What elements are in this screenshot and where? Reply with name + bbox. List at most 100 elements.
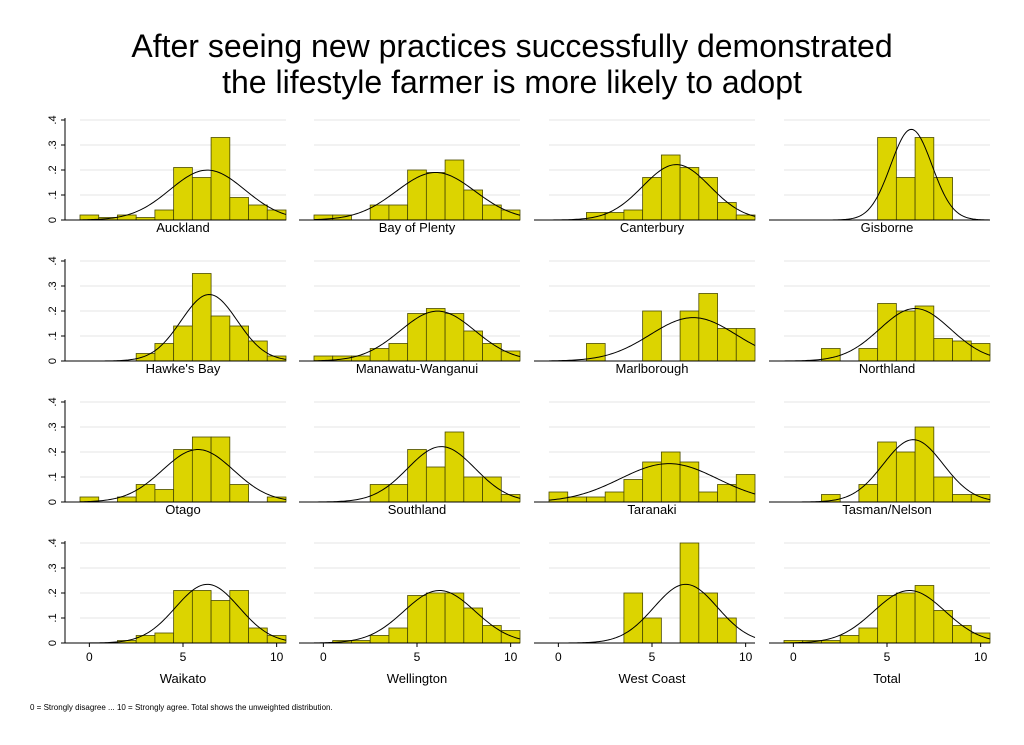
- x-tick-label: 5: [649, 650, 656, 664]
- histogram-bar: [482, 476, 502, 503]
- panel-label: Taranaki: [627, 502, 676, 517]
- x-tick-label: 0: [86, 650, 93, 664]
- histogram-bar: [463, 607, 483, 644]
- histogram-bar: [698, 592, 718, 644]
- histogram-panel: 0 5 10 Wellington: [299, 542, 521, 686]
- panel-label: Canterbury: [620, 220, 685, 235]
- histogram-bar: [914, 305, 935, 362]
- histogram-bar: [482, 625, 502, 644]
- y-tick-label: .1: [47, 331, 59, 340]
- panel-label: Total: [873, 671, 901, 686]
- histogram-panel: Bay of Plenty: [299, 119, 521, 235]
- density-curve: [313, 590, 521, 644]
- density-curve: [783, 590, 991, 644]
- histogram-bar: [895, 310, 916, 362]
- histogram-bar: [388, 484, 409, 503]
- histogram-bar: [154, 343, 175, 362]
- histogram-bar: [482, 343, 502, 362]
- x-tick-label: 5: [884, 650, 891, 664]
- histogram-bar: [407, 595, 427, 644]
- histogram-bar: [970, 343, 991, 362]
- histogram-panel: Gisborne: [769, 119, 991, 235]
- histogram-panel: 0 .1 .2 .3 .4 Hawke's Bay: [47, 256, 287, 376]
- histogram-bar: [623, 479, 644, 503]
- y-tick-label: .2: [47, 447, 59, 456]
- histogram-bar: [660, 451, 681, 503]
- histogram-bar: [407, 449, 427, 503]
- histogram-bar: [425, 466, 446, 503]
- density-curve: [79, 449, 287, 503]
- histogram-bar: [914, 585, 935, 644]
- histogram-bar: [117, 496, 137, 503]
- y-tick-label: .3: [47, 140, 59, 149]
- histogram-bar: [463, 330, 483, 362]
- histogram-panel: Southland: [299, 401, 521, 517]
- histogram-bar: [933, 338, 953, 362]
- histogram-bar: [952, 494, 972, 503]
- histogram-bar: [877, 441, 897, 503]
- density-curve: [548, 317, 756, 362]
- histogram-bar: [154, 489, 175, 503]
- histogram-bar: [173, 590, 193, 644]
- density-curve: [313, 172, 521, 221]
- histogram-bar: [500, 209, 521, 221]
- panel-label: Hawke's Bay: [146, 361, 221, 376]
- histogram-panel: Canterbury: [534, 119, 756, 235]
- y-tick-label: 0: [47, 640, 59, 646]
- histogram-panel: 0 5 10 Total: [769, 542, 991, 686]
- histogram-bar: [623, 209, 644, 221]
- y-tick-label: .4: [47, 256, 59, 265]
- histogram-bar: [229, 197, 249, 221]
- histogram-bar: [173, 449, 193, 503]
- histogram-bar: [717, 617, 737, 644]
- histogram-bar: [191, 436, 212, 503]
- histogram-bar: [952, 625, 972, 644]
- histogram-bar: [914, 137, 935, 221]
- histogram-bar: [877, 595, 897, 644]
- histogram-bar: [858, 627, 879, 644]
- histogram-bar: [444, 313, 465, 362]
- histogram-bar: [858, 348, 879, 362]
- histogram-bar: [191, 273, 212, 362]
- y-tick-label: .1: [47, 613, 59, 622]
- panel-label: Bay of Plenty: [379, 220, 456, 235]
- panel-label: Northland: [859, 361, 915, 376]
- density-curve: [783, 308, 991, 362]
- histogram-bar: [914, 426, 935, 503]
- panel-label: Otago: [165, 502, 200, 517]
- density-curve: [548, 463, 756, 501]
- y-tick-label: .1: [47, 472, 59, 481]
- footnote: 0 = Strongly disagree ... 10 = Strongly …: [30, 703, 333, 712]
- histogram-bar: [623, 592, 644, 644]
- histogram-bar: [369, 635, 390, 644]
- histogram-bar: [933, 177, 953, 221]
- histogram-bar: [135, 353, 156, 362]
- x-tick-label: 0: [790, 650, 797, 664]
- panel-label: Marlborough: [616, 361, 689, 376]
- y-tick-label: .4: [47, 115, 59, 124]
- histogram-bar: [210, 600, 231, 644]
- histogram-bar: [679, 542, 700, 644]
- histogram-bar: [154, 209, 175, 221]
- histogram-bar: [117, 214, 137, 221]
- histogram-bar: [229, 325, 249, 362]
- histogram-bar: [388, 204, 409, 221]
- histogram-bar: [895, 592, 916, 644]
- histogram-bar: [586, 212, 606, 221]
- histogram-bar: [135, 484, 156, 503]
- panel-label: West Coast: [619, 671, 686, 686]
- histogram-bar: [425, 308, 446, 362]
- chart-title-line-1: After seeing new practices successfully …: [131, 28, 893, 64]
- x-tick-label: 0: [320, 650, 327, 664]
- histogram-bar: [191, 177, 212, 221]
- histogram-bar: [717, 484, 737, 503]
- y-tick-label: .3: [47, 563, 59, 572]
- histogram-bar: [463, 476, 483, 503]
- histogram-panel: 0 .1 .2 .3 .4 0 5 10 Waikato: [47, 538, 287, 686]
- y-tick-label: .2: [47, 165, 59, 174]
- density-curve: [313, 310, 521, 362]
- histogram-bar: [191, 590, 212, 644]
- histogram-bar: [210, 315, 231, 362]
- histogram-bar: [895, 177, 916, 221]
- histogram-bar: [369, 348, 390, 362]
